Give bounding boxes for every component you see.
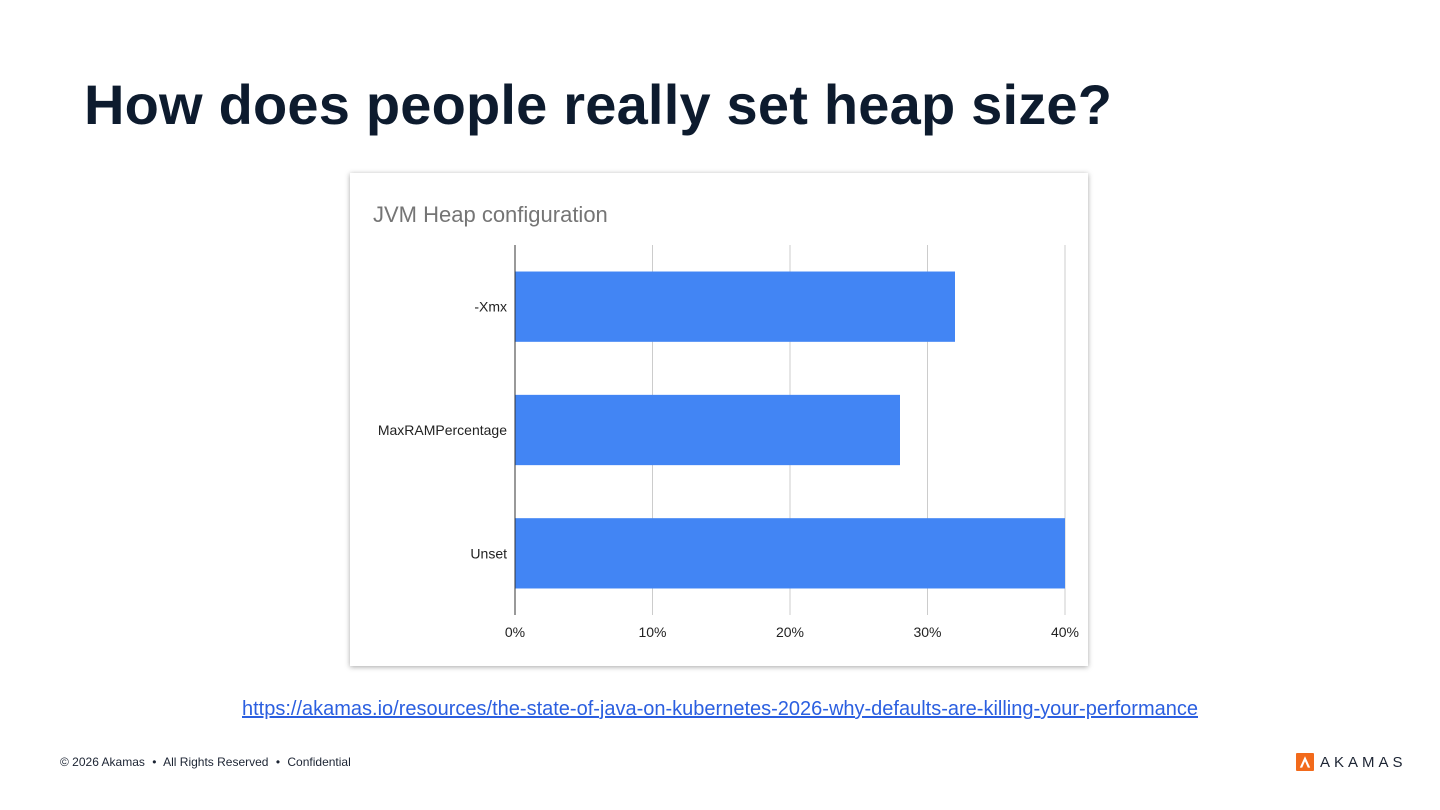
footer-copyright: © 2026 Akamas bbox=[60, 755, 145, 769]
chart-title: JVM Heap configuration bbox=[373, 202, 608, 227]
footer-separator: • bbox=[275, 755, 281, 769]
x-tick-label: 10% bbox=[638, 624, 666, 640]
footer-confidential: Confidential bbox=[287, 755, 351, 769]
category-label: MaxRAMPercentage bbox=[378, 422, 507, 438]
akamas-logo: AKAMAS bbox=[1296, 753, 1407, 771]
x-tick-label: 30% bbox=[913, 624, 941, 640]
bar bbox=[515, 394, 900, 466]
tick-labels: 0% 10% 20% 30% 40% bbox=[505, 624, 1079, 640]
bars bbox=[515, 271, 1065, 589]
category-labels: -Xmx MaxRAMPercentage Unset bbox=[378, 299, 507, 562]
bar bbox=[515, 271, 955, 342]
akamas-logo-text: AKAMAS bbox=[1320, 753, 1407, 771]
akamas-logo-icon bbox=[1296, 753, 1314, 771]
footer: © 2026 Akamas • All Rights Reserved • Co… bbox=[60, 755, 351, 769]
bar bbox=[515, 518, 1065, 589]
x-tick-label: 40% bbox=[1051, 624, 1079, 640]
x-tick-label: 0% bbox=[505, 624, 525, 640]
slide-title: How does people really set heap size? bbox=[84, 73, 1113, 136]
category-label: -Xmx bbox=[474, 299, 507, 315]
footer-separator: • bbox=[152, 755, 157, 769]
bar-chart: JVM Heap configuration -Xmx MaxRAMPercent… bbox=[373, 202, 1079, 640]
footer-rights: All Rights Reserved bbox=[163, 755, 269, 769]
category-label: Unset bbox=[470, 545, 507, 561]
chart-card: JVM Heap configuration -Xmx MaxRAMPercent… bbox=[350, 173, 1088, 666]
x-tick-label: 20% bbox=[776, 624, 804, 640]
source-link[interactable]: https://akamas.io/resources/the-state-of… bbox=[242, 698, 1198, 720]
